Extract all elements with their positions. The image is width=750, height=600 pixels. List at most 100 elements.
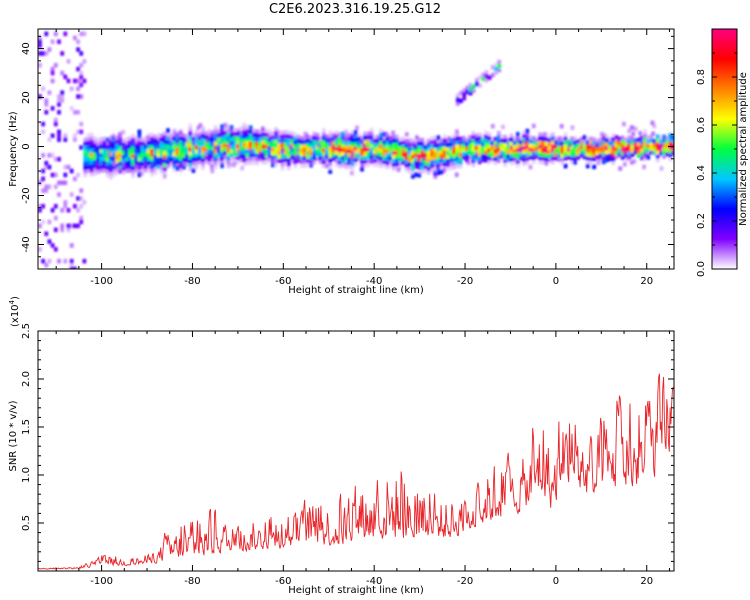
heatmap-cell (131, 161, 135, 166)
heatmap-cell (369, 151, 374, 156)
colorbar-ticks: 0.00.20.40.60.8 (696, 52, 737, 277)
heatmap-cell (328, 145, 333, 151)
heatmap-cell (563, 136, 568, 141)
heatmap-cell (388, 151, 393, 157)
heatmap-cell (105, 172, 110, 178)
heatmap-cell (398, 141, 402, 146)
heatmap-cell (191, 152, 196, 158)
heatmap-cell (398, 149, 402, 154)
heatmap-cell (207, 148, 212, 154)
heatmap-cell (242, 146, 247, 151)
heatmap-cell (143, 167, 148, 173)
heatmap-cell (655, 138, 660, 143)
heatmap-cell (156, 144, 161, 150)
heatmap-cell (633, 126, 638, 132)
heatmap-cell (383, 131, 388, 136)
heatmap-cell (267, 141, 272, 146)
heatmap-cell (159, 149, 164, 154)
heatmap-cell (430, 155, 434, 161)
heatmap-cell (614, 142, 619, 148)
heatmap-cell (83, 157, 88, 162)
heatmap-cell (433, 168, 438, 173)
heatmap-cell (458, 164, 463, 169)
heatmap-cell (601, 159, 606, 165)
heatmap-cell (309, 155, 313, 160)
heatmap-cell (557, 149, 561, 154)
heatmap-cell (63, 31, 68, 37)
heatmap-cell (242, 134, 247, 139)
heatmap-cell (652, 146, 657, 152)
heatmap-cell (283, 130, 288, 135)
heatmap-cell (213, 164, 218, 169)
heatmap-cell (252, 156, 256, 161)
heatmap-cell (608, 137, 612, 142)
heatmap-cell (341, 147, 345, 152)
heatmap-cell (137, 172, 142, 178)
heatmap-cell (280, 158, 285, 163)
heatmap-cell (57, 98, 61, 103)
heatmap-cell (360, 151, 364, 156)
heatmap-cell (93, 147, 97, 153)
heatmap-cell (60, 51, 65, 56)
heatmap-cell (194, 129, 199, 134)
heatmap-cell (344, 160, 348, 166)
heatmap-cell (102, 148, 107, 153)
heatmap-cell (350, 134, 355, 139)
heatmap-cell (118, 149, 123, 154)
heatmap-cell (63, 180, 68, 185)
heatmap-cell (414, 156, 418, 162)
heatmap-cell (255, 160, 259, 166)
heatmap-cell (598, 141, 603, 147)
heatmap-cell (401, 140, 406, 146)
heatmap-cell (404, 155, 409, 160)
heatmap-cell (449, 142, 453, 147)
heatmap-cell (140, 157, 145, 162)
heatmap-cell (169, 145, 174, 150)
heatmap-cell (79, 63, 84, 68)
heatmap-cell (341, 131, 345, 137)
heatmap-cell (121, 170, 126, 175)
heatmap-cell (405, 138, 410, 144)
heatmap-cell (296, 138, 301, 144)
heatmap-cell (79, 51, 84, 56)
heatmap-cell (506, 149, 511, 155)
heatmap-cell (522, 145, 527, 151)
heatmap-cell (172, 163, 177, 169)
heatmap-cell (220, 163, 224, 169)
heatmap-cell (318, 147, 323, 153)
heatmap-cell (493, 148, 498, 154)
heatmap-cell (89, 144, 94, 149)
heatmap-cell (484, 138, 488, 143)
heatmap-cell (598, 145, 603, 151)
heatmap-cell (484, 74, 489, 79)
heatmap-cell (474, 145, 479, 150)
heatmap-cell (426, 154, 431, 159)
heatmap-cell (63, 204, 68, 209)
heatmap-cell (325, 138, 329, 143)
heatmap-cell (515, 147, 520, 153)
heatmap-cell (143, 148, 148, 153)
heatmap-cell (232, 155, 237, 160)
heatmap-cell (248, 125, 253, 130)
heatmap-cell (477, 132, 482, 137)
heatmap-cell (599, 132, 604, 137)
heatmap-cell (385, 160, 390, 166)
heatmap-cell (105, 157, 110, 162)
heatmap-cell (205, 138, 210, 144)
heatmap-cell (220, 159, 224, 165)
heatmap-cell (229, 133, 234, 138)
heatmap-cell (671, 150, 674, 156)
heatmap-cell (620, 147, 625, 152)
heatmap-cell (188, 139, 193, 144)
heatmap-cell (258, 157, 263, 162)
heatmap-cell (478, 75, 482, 80)
heatmap-cell (396, 167, 401, 173)
heatmap-cell (477, 148, 482, 153)
heatmap-cell (89, 152, 94, 157)
heatmap-cell (57, 110, 61, 115)
heatmap-cell (283, 137, 288, 143)
heatmap-cell (239, 126, 243, 131)
heatmap-cell (131, 173, 135, 178)
heatmap-cell (239, 149, 243, 155)
y-tick-label: -40 (21, 236, 32, 252)
